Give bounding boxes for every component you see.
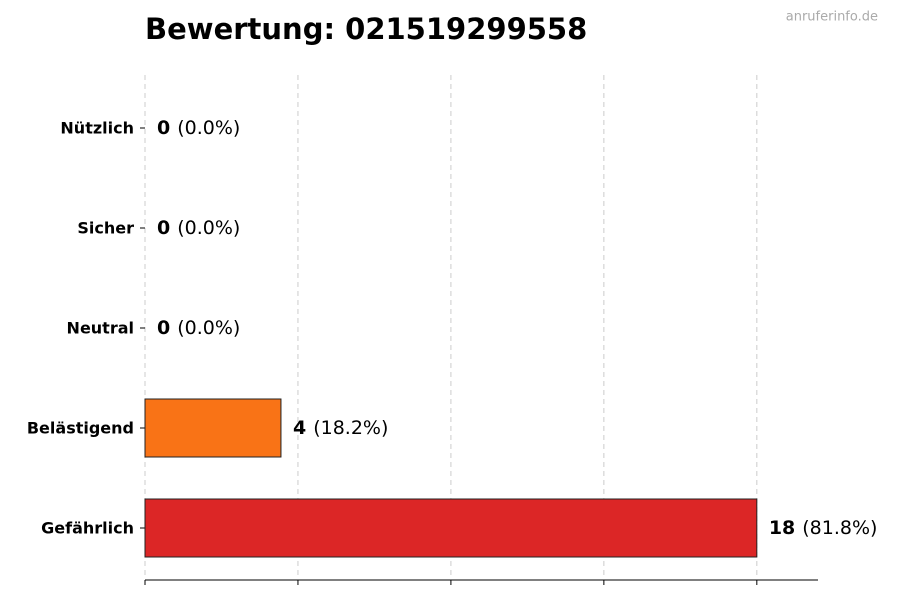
value-number: 0 (157, 117, 170, 139)
value-label: 4 (18.2%) (293, 417, 388, 439)
value-percent: (18.2%) (313, 417, 388, 439)
y-tick-label: Nützlich (60, 119, 134, 138)
value-label: 18 (81.8%) (769, 517, 878, 539)
value-label: 0 (0.0%) (157, 117, 240, 139)
bar (144, 498, 758, 558)
watermark: anruferinfo.de (786, 10, 878, 25)
value-label: 0 (0.0%) (157, 317, 240, 339)
y-tick-label: Neutral (67, 319, 134, 338)
value-percent: (0.0%) (177, 117, 240, 139)
y-tick-label: Belästigend (27, 419, 134, 438)
y-tick-label: Gefährlich (41, 519, 134, 538)
bar (144, 398, 282, 458)
value-label: 0 (0.0%) (157, 217, 240, 239)
value-number: 18 (769, 517, 795, 539)
y-tick-label: Sicher (77, 219, 134, 238)
value-number: 0 (157, 317, 170, 339)
value-number: 0 (157, 217, 170, 239)
value-number: 4 (293, 417, 306, 439)
value-percent: (0.0%) (177, 317, 240, 339)
value-percent: (81.8%) (802, 517, 877, 539)
chart-title: Bewertung: 021519299558 (145, 12, 587, 46)
value-percent: (0.0%) (177, 217, 240, 239)
